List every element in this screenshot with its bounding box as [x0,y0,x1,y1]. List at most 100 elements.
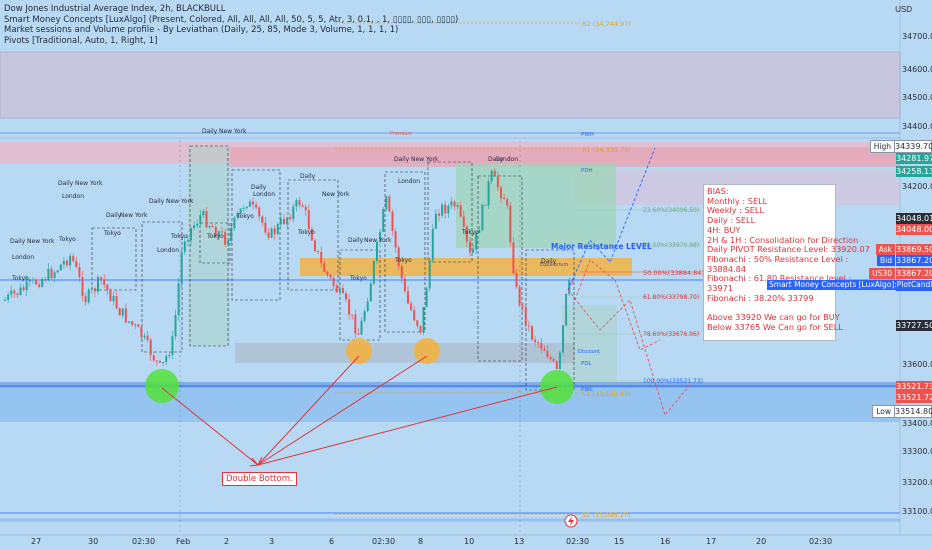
session-label-london: London [62,193,84,200]
candle-body [121,308,124,316]
candle-body [478,229,481,233]
legend-indicator-sessions[interactable]: Market sessions and Volume profile - By … [4,25,399,35]
candle-body [571,280,574,282]
bias-line: Daily : SELL [707,215,756,226]
candle-body [379,231,382,242]
candle-body [434,213,437,229]
candle-body [376,241,378,261]
candle-body [481,204,484,230]
bias-line: 4H: BUY [707,224,741,235]
candle-body [171,336,174,355]
price-badge: 33867.20 [896,255,932,266]
candle-body [56,270,59,273]
candle-body [326,271,329,275]
candle-body [100,277,103,280]
double-bottom-label[interactable]: Double Bottom. [222,472,297,486]
candle-body [447,205,450,214]
session-label-new_york: New York [219,128,247,135]
candle-body [69,255,72,266]
candle-body [155,360,158,362]
candle-body [416,320,419,326]
candle-body [546,351,549,358]
candle-body [558,352,561,369]
candle-body [35,279,37,285]
candle-body [115,295,118,309]
session-label-daily: Daily [300,173,316,180]
candle-body [159,360,161,363]
candle-body [279,218,282,224]
candle-body [298,200,301,206]
candle-body [444,204,447,214]
candle-body [534,339,537,342]
price-badge-tag: High [869,140,895,153]
candle-body [4,299,6,301]
candle-body [149,339,152,356]
legend-indicator-pivots[interactable]: Pivots [Traditional, Auto, 1, Right, 1] [4,35,158,46]
candle-body [211,226,214,228]
orange-circle-2 [414,338,440,364]
price-tick: 33400.00 [902,419,932,428]
bias-line: Weekly : SELL [707,205,765,216]
candle-body [109,290,112,302]
candle-body [140,326,143,338]
price-tick: 34200.00 [902,182,932,191]
session-label-daily: Daily [488,156,504,163]
candle-body [233,217,236,229]
candle-body [72,255,75,261]
fib-382-label: 38.20%(33970.98) [643,242,699,249]
candle-body [304,206,307,211]
session-label-new_york: New York [75,180,103,187]
session-label-daily: Daily [149,198,165,205]
candle-body [118,308,121,316]
session-label-daily: Daily [541,258,557,265]
candle-body [407,291,409,304]
legend-title[interactable]: Dow Jones Industrial Average Index, 2h, … [4,4,226,14]
session-label-daily: Daily [348,237,364,244]
candle-body [438,213,440,216]
time-tick: 13 [514,537,525,546]
time-tick: 6 [329,537,335,546]
bias-line: 33971 [707,283,734,294]
candle-body [301,205,304,207]
session-label-tokyo: Tokyo [103,230,121,237]
candle-body [465,226,468,242]
candle-body [227,240,230,245]
candle-body [431,228,434,261]
candle-body [239,208,242,214]
time-tick: 30 [88,537,99,546]
candle-body [193,225,196,229]
candle-body [500,187,502,198]
candle-body [97,277,99,292]
equilibrium-label: Equilibrium [540,262,568,268]
candle-body [208,226,211,228]
candle-body [248,201,251,207]
candle-body [521,304,524,307]
price-tick: 33100.00 [902,507,932,516]
candle-body [286,217,289,224]
candle-body [292,206,295,220]
session-label-new_york: New York [322,191,350,198]
candle-body [515,273,518,287]
price-tick: 34400.00 [902,122,932,131]
price-badge: 33727.50 [896,320,932,331]
candle-body [366,301,369,312]
candle-body [90,288,93,290]
price-badge: 34339.70 [894,140,932,153]
candle-body [252,201,254,205]
session-label-daily: Daily [394,156,410,163]
candle-body [264,222,267,233]
candle-body [357,333,360,335]
session-label-new_york: New York [411,156,439,163]
candle-body [552,359,555,362]
chart-legend: Dow Jones Industrial Average Index, 2h, … [4,4,458,46]
candle-body [289,217,292,220]
candle-body [320,251,323,264]
bias-note[interactable]: BIAS: Monthly : SELL Weekly : SELL Daily : … [703,184,870,341]
price-tick: 34700.00 [902,32,932,41]
currency-label: USD [895,5,912,14]
legend-indicator-smc[interactable]: Smart Money Concepts [LuxAlgo] (Present,… [4,14,459,25]
session-label-tokyo: Tokyo [236,213,254,220]
time-tick: 27 [31,537,42,546]
candle-body [66,260,68,266]
